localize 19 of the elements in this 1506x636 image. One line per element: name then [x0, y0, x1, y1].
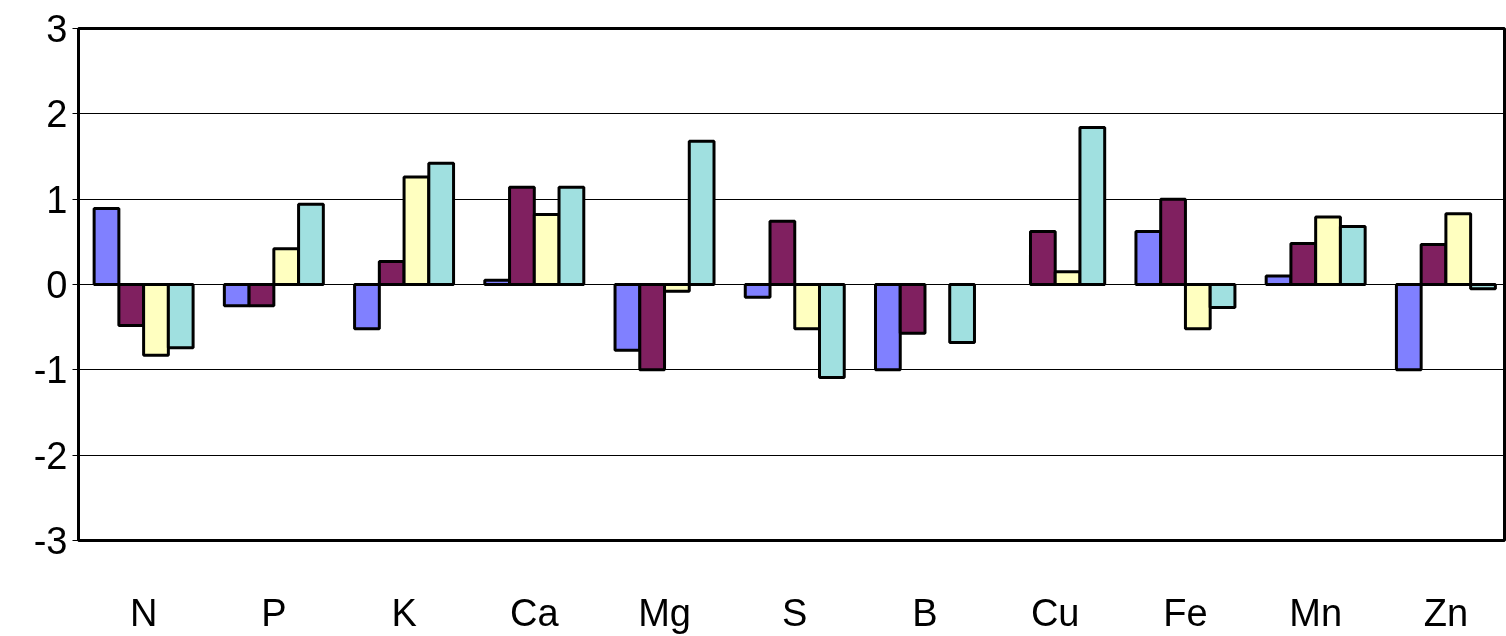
x-tick-label: Ca [510, 591, 560, 634]
x-tick-label: K [391, 591, 417, 634]
x-tick-label: P [261, 591, 287, 634]
x-tick-label: Cu [1030, 591, 1080, 634]
y-tick-label: -3 [33, 520, 68, 562]
y-tick-label: 0 [46, 264, 68, 306]
x-tick-label: B [912, 591, 938, 634]
x-tick-label: Zn [1423, 591, 1469, 634]
y-tick-label: 3 [46, 8, 68, 50]
x-tick-label: N [129, 591, 158, 634]
bar [948, 283, 976, 345]
y-tick-label: 2 [46, 93, 68, 136]
x-tick-label: Mn [1289, 591, 1343, 634]
y-tick-label: 1 [46, 178, 68, 221]
y-tick-label: -2 [33, 434, 68, 477]
x-tick-label: S [782, 591, 808, 634]
x-tick-label: Fe [1163, 591, 1208, 634]
y-tick-label: -1 [33, 349, 68, 392]
x-tick-label: Mg [638, 591, 691, 634]
